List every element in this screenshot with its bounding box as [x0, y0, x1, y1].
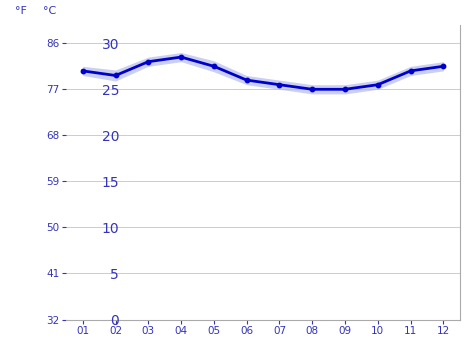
Text: °F: °F — [15, 6, 27, 16]
Text: °C: °C — [43, 6, 56, 16]
